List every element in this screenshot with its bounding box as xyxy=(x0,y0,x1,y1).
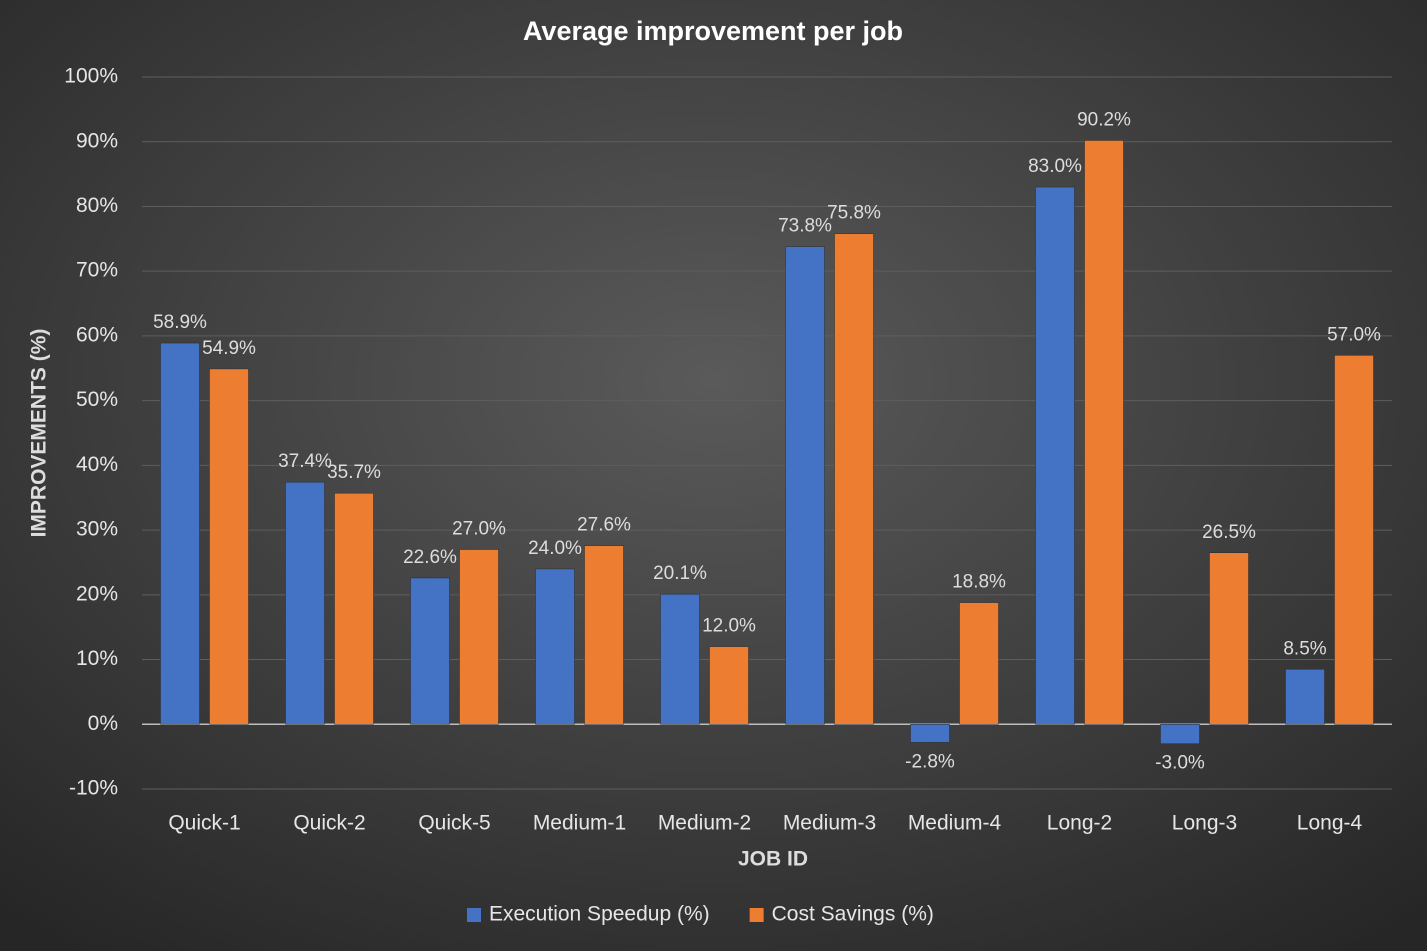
value-label: 20.1% xyxy=(653,563,707,584)
bar xyxy=(584,545,624,725)
y-tick-label: 90% xyxy=(76,129,118,152)
value-label: -2.8% xyxy=(905,751,955,772)
bar xyxy=(959,602,999,725)
value-label: 37.4% xyxy=(278,451,332,472)
x-tick-label: Quick-1 xyxy=(168,812,240,835)
y-tick-label: 70% xyxy=(76,259,118,282)
x-axis-title: JOB ID xyxy=(738,848,808,871)
value-label: 24.0% xyxy=(528,538,582,559)
value-label: 8.5% xyxy=(1283,638,1326,659)
x-tick-label: Medium-4 xyxy=(908,812,1002,835)
bar xyxy=(1285,669,1325,725)
value-label: 75.8% xyxy=(827,203,881,224)
value-label: 26.5% xyxy=(1202,522,1256,543)
value-label: 57.0% xyxy=(1327,324,1381,345)
value-label: 27.0% xyxy=(452,519,506,540)
legend-swatch xyxy=(467,908,481,922)
y-axis-title: IMPROVEMENTS (%) xyxy=(28,329,51,538)
y-tick-label: 50% xyxy=(76,388,118,411)
y-tick-label: 10% xyxy=(76,647,118,670)
bar xyxy=(535,568,575,725)
bar xyxy=(459,549,499,725)
y-tick-label: -10% xyxy=(69,777,118,800)
value-label: 22.6% xyxy=(403,547,457,568)
bar xyxy=(334,492,374,725)
value-label: 18.8% xyxy=(952,572,1006,593)
bar xyxy=(709,646,749,725)
x-tick-label: Quick-5 xyxy=(418,812,490,835)
bar xyxy=(1084,140,1124,725)
value-label: 54.9% xyxy=(202,338,256,359)
bar xyxy=(209,368,249,725)
bar xyxy=(410,577,450,725)
x-tick-label: Long-3 xyxy=(1172,812,1237,835)
y-tick-label: 80% xyxy=(76,194,118,217)
y-tick-label: 100% xyxy=(64,65,118,88)
value-label: 12.0% xyxy=(702,616,756,637)
legend-label: Cost Savings (%) xyxy=(772,903,934,926)
y-tick-label: 40% xyxy=(76,453,118,476)
bar xyxy=(1035,186,1075,725)
x-tick-label: Medium-1 xyxy=(533,812,626,835)
y-tick-label: 20% xyxy=(76,582,118,605)
legend-swatch xyxy=(749,908,764,922)
bar xyxy=(834,233,874,725)
value-label: 58.9% xyxy=(153,312,207,333)
value-label: -3.0% xyxy=(1155,753,1205,774)
x-tick-label: Medium-2 xyxy=(658,812,751,835)
y-tick-label: 60% xyxy=(76,323,118,346)
chart-title: Average improvement per job xyxy=(523,16,903,46)
x-tick-label: Medium-3 xyxy=(783,812,876,835)
value-label: 35.7% xyxy=(327,462,381,483)
x-tick-label: Long-4 xyxy=(1297,812,1363,835)
bar xyxy=(660,593,700,725)
value-label: 73.8% xyxy=(778,216,832,237)
y-tick-label: 0% xyxy=(88,712,118,735)
bar xyxy=(910,724,950,743)
value-label: 27.6% xyxy=(577,515,631,536)
value-label: 83.0% xyxy=(1028,156,1082,177)
bar xyxy=(785,246,825,725)
bar xyxy=(1160,724,1200,744)
legend-label: Execution Speedup (%) xyxy=(489,903,710,926)
bar xyxy=(160,342,200,725)
value-label: 90.2% xyxy=(1077,109,1131,130)
y-tick-label: 30% xyxy=(76,518,118,541)
bar xyxy=(1334,355,1374,725)
bar xyxy=(1209,552,1249,725)
bar xyxy=(285,481,325,725)
x-tick-label: Quick-2 xyxy=(293,812,365,835)
x-tick-label: Long-2 xyxy=(1047,812,1112,835)
